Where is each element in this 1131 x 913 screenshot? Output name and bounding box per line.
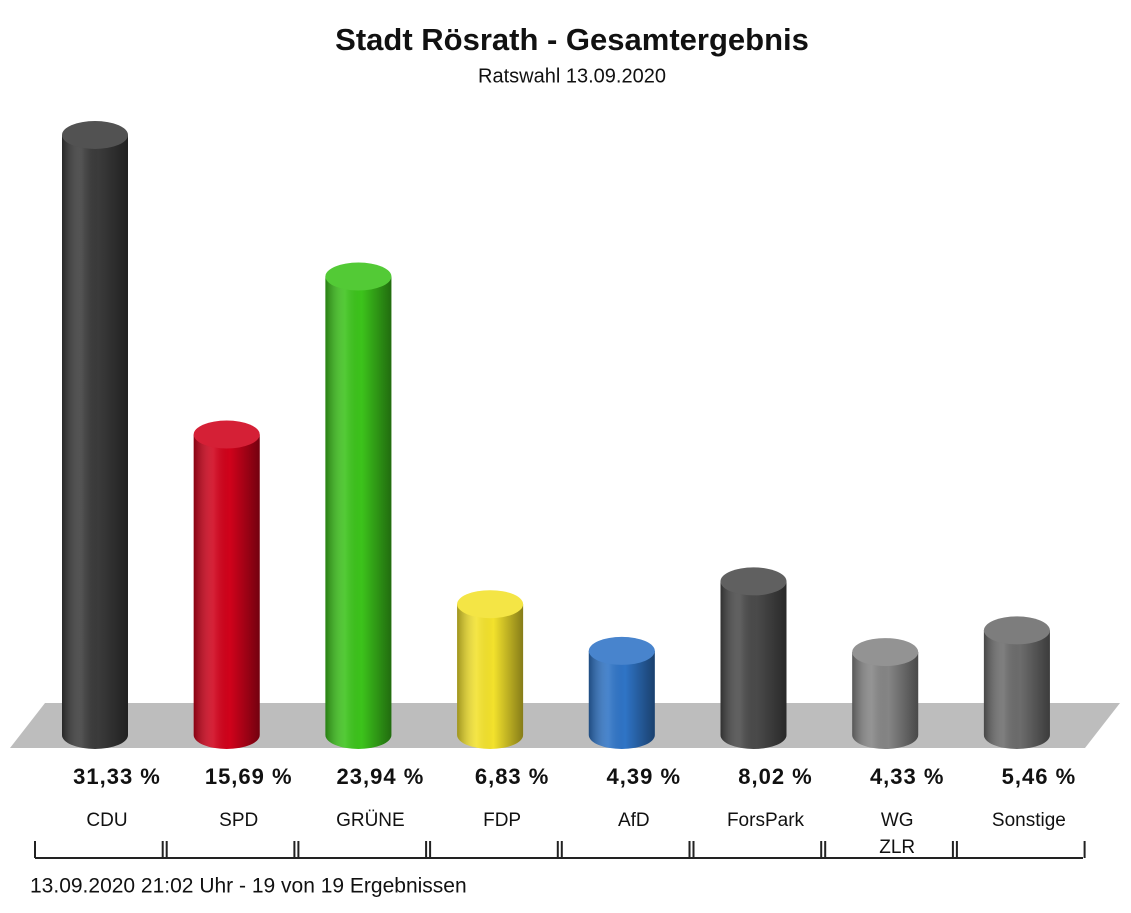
bar-top — [588, 636, 655, 665]
bar-top — [720, 567, 787, 596]
bar-top — [62, 121, 128, 149]
bar-top-highlight — [62, 121, 128, 149]
value-label: 15,69 % — [205, 764, 293, 789]
shading — [62, 135, 128, 749]
x-tick-label: Sonstige — [992, 810, 1066, 831]
bar-top — [983, 616, 1050, 645]
value-label: 4,33 % — [870, 764, 945, 789]
bar — [457, 590, 524, 749]
bar — [983, 616, 1050, 750]
bar — [852, 638, 919, 750]
x-tick-label: CDU — [86, 810, 127, 831]
bar-top-highlight — [983, 616, 1050, 645]
bar-top — [457, 590, 524, 619]
bar-top-highlight — [720, 567, 787, 596]
bar — [588, 636, 655, 750]
footer: 13.09.2020 21:02 Uhr - 19 von 19 Ergebni… — [30, 875, 467, 898]
bar-top-highlight — [457, 590, 524, 619]
chart-title: Stadt Rösrath - Gesamtergebnis — [335, 22, 809, 57]
x-tick-label: ForsPark — [727, 810, 805, 831]
x-tick-label: AfD — [618, 810, 650, 831]
bar — [325, 262, 392, 750]
bar-top-highlight — [588, 636, 655, 665]
x-tick-label: SPD — [219, 810, 258, 831]
bar-top — [193, 420, 260, 449]
shading — [193, 434, 260, 749]
bar-top — [325, 262, 392, 291]
bar-top-highlight — [852, 638, 919, 667]
value-label: 4,39 % — [607, 764, 682, 789]
bar — [62, 121, 128, 749]
value-label: 23,94 % — [337, 764, 425, 789]
value-label: 8,02 % — [738, 764, 813, 789]
value-label: 5,46 % — [1002, 764, 1077, 789]
floor — [10, 703, 1120, 748]
shading — [720, 581, 787, 750]
shading — [325, 276, 392, 750]
bar — [720, 567, 787, 750]
bar-top — [852, 638, 919, 667]
x-tick-label: FDP — [483, 810, 521, 831]
shading — [588, 650, 655, 750]
shading — [457, 604, 524, 749]
chart-subtitle: Ratswahl 13.09.2020 — [478, 65, 666, 87]
x-tick-label: GRÜNE — [336, 810, 405, 831]
bar-top-highlight — [193, 420, 260, 449]
bar — [193, 420, 260, 749]
value-label: 6,83 % — [475, 764, 550, 789]
value-label: 31,33 % — [73, 764, 161, 789]
x-tick-label: WG ZLR — [879, 810, 915, 858]
shading — [852, 652, 919, 750]
bar-top-highlight — [325, 262, 392, 291]
shading — [983, 630, 1050, 750]
